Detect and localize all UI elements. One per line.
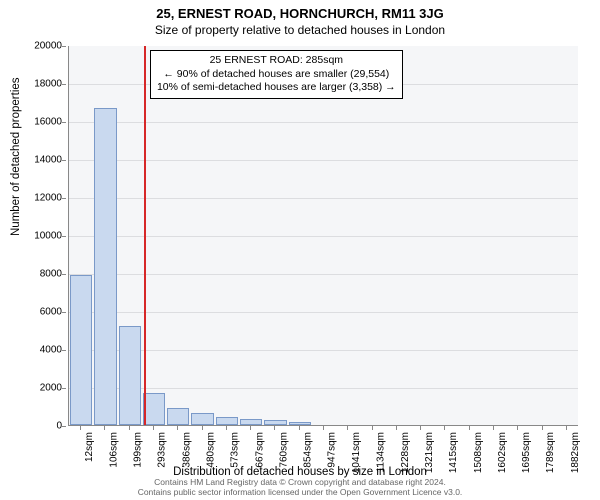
chart-area: 25 ERNEST ROAD: 285sqm ← 90% of detached…: [68, 46, 578, 426]
annotation-line1: 25 ERNEST ROAD: 285sqm: [157, 54, 396, 68]
y-tick-mark: [62, 274, 66, 275]
annotation-line2: ← 90% of detached houses are smaller (29…: [157, 68, 396, 82]
y-tick-mark: [62, 46, 66, 47]
plot-area: 25 ERNEST ROAD: 285sqm ← 90% of detached…: [68, 46, 578, 426]
y-tick-mark: [62, 160, 66, 161]
y-tick-label: 6000: [40, 307, 62, 318]
chart-subtitle: Size of property relative to detached ho…: [0, 21, 600, 41]
x-tick-mark: [226, 426, 227, 430]
annotation-line3: 10% of semi-detached houses are larger (…: [157, 81, 396, 95]
x-tick-label: 947sqm: [327, 432, 338, 468]
bar: [264, 420, 286, 425]
y-tick-label: 8000: [40, 269, 62, 280]
x-tick-label: 386sqm: [181, 432, 192, 468]
x-axis-label: Distribution of detached houses by size …: [0, 466, 600, 478]
y-tick-mark: [62, 122, 66, 123]
x-tick-mark: [469, 426, 470, 430]
y-tick-mark: [62, 388, 66, 389]
x-tick-mark: [177, 426, 178, 430]
bar: [240, 419, 262, 425]
footer-line2: Contains public sector information licen…: [0, 488, 600, 498]
x-tick-label: 667sqm: [254, 432, 265, 468]
y-tick-label: 20000: [34, 41, 62, 52]
x-tick-mark: [104, 426, 105, 430]
y-tick-label: 16000: [34, 117, 62, 128]
bar: [119, 326, 141, 425]
x-tick-mark: [347, 426, 348, 430]
x-tick-mark: [250, 426, 251, 430]
annotation-box: 25 ERNEST ROAD: 285sqm ← 90% of detached…: [150, 50, 403, 99]
x-tick-mark: [517, 426, 518, 430]
x-tick-mark: [202, 426, 203, 430]
bar: [94, 108, 116, 425]
y-tick-label: 4000: [40, 345, 62, 356]
x-tick-mark: [129, 426, 130, 430]
x-tick-mark: [542, 426, 543, 430]
x-tick-mark: [323, 426, 324, 430]
bar: [143, 393, 165, 425]
x-tick-mark: [153, 426, 154, 430]
x-tick-label: 12sqm: [84, 432, 95, 462]
bar: [289, 422, 311, 425]
y-tick-label: 18000: [34, 79, 62, 90]
x-tick-label: 293sqm: [157, 432, 168, 468]
x-tick-mark: [372, 426, 373, 430]
y-tick-mark: [62, 84, 66, 85]
x-tick-mark: [80, 426, 81, 430]
x-tick-label: 854sqm: [303, 432, 314, 468]
chart-title: 25, ERNEST ROAD, HORNCHURCH, RM11 3JG: [0, 0, 600, 21]
y-tick-mark: [62, 426, 66, 427]
y-axis-ticks: 0200040006000800010000120001400016000180…: [0, 46, 66, 426]
footer: Contains HM Land Registry data © Crown c…: [0, 478, 600, 498]
bar: [167, 408, 189, 425]
x-tick-label: 760sqm: [278, 432, 289, 468]
x-tick-label: 199sqm: [133, 432, 144, 468]
x-tick-mark: [396, 426, 397, 430]
x-tick-mark: [274, 426, 275, 430]
y-tick-mark: [62, 198, 66, 199]
bar: [191, 413, 213, 425]
x-tick-mark: [299, 426, 300, 430]
chart-container: 25, ERNEST ROAD, HORNCHURCH, RM11 3JG Si…: [0, 0, 600, 500]
y-tick-mark: [62, 236, 66, 237]
x-tick-label: 573sqm: [230, 432, 241, 468]
y-tick-label: 14000: [34, 155, 62, 166]
bar: [70, 275, 92, 425]
x-tick-mark: [444, 426, 445, 430]
y-tick-mark: [62, 350, 66, 351]
y-tick-mark: [62, 312, 66, 313]
x-tick-mark: [566, 426, 567, 430]
x-tick-label: 106sqm: [108, 432, 119, 468]
y-tick-label: 12000: [34, 193, 62, 204]
bar: [216, 417, 238, 425]
y-tick-label: 10000: [34, 231, 62, 242]
marker-line: [144, 46, 146, 425]
x-tick-mark: [420, 426, 421, 430]
x-tick-mark: [493, 426, 494, 430]
x-tick-label: 480sqm: [206, 432, 217, 468]
y-tick-label: 2000: [40, 383, 62, 394]
